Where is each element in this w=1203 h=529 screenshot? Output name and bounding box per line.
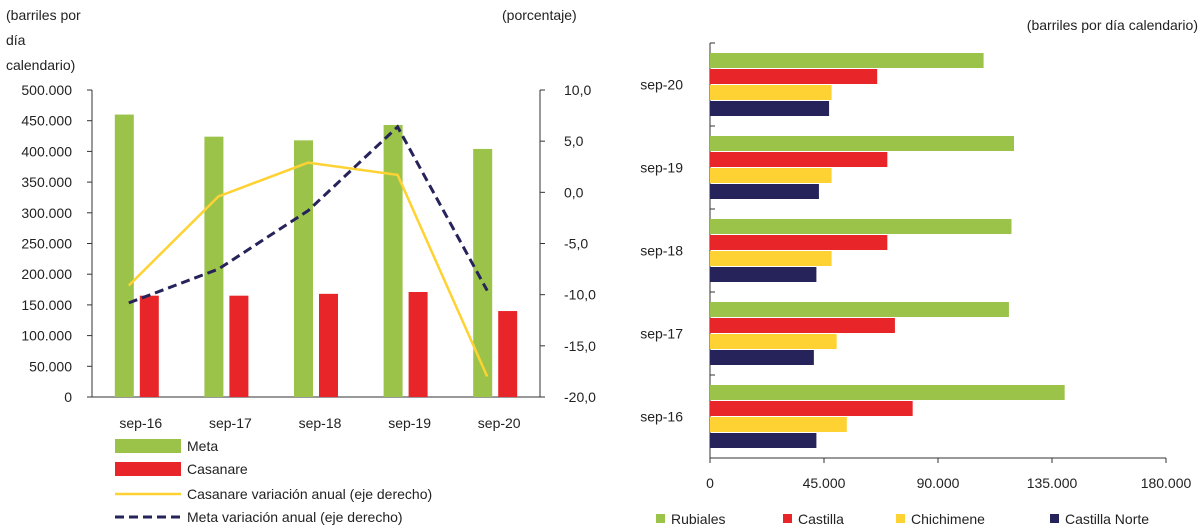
right-ylabel: (porcentaje): [502, 7, 577, 23]
hbar-castilla: [710, 69, 878, 84]
legend-label-2: Casanare: [187, 461, 248, 477]
legend-label-3: Casanare variación anual (eje derecho): [187, 486, 432, 502]
hbar-chichimene: [710, 417, 847, 432]
x-tick-label: sep-16: [119, 415, 162, 431]
left-y-tick-label: 0: [64, 389, 72, 405]
meta-variation-line: [128, 124, 489, 305]
hbar-chichimene: [710, 251, 832, 266]
left-y-tick-label: 50.000: [29, 358, 72, 374]
hbar-castilla: [710, 235, 888, 250]
hbar-castilla: [710, 318, 895, 333]
legend-swatch-2: [115, 462, 181, 476]
hbar-rubiales: [710, 136, 1014, 151]
right-y-tick-label: 5,0: [564, 133, 584, 149]
hbar-rubiales: [710, 53, 984, 68]
bar-casanare: [498, 311, 518, 397]
left-chart-legend: Meta Casanare Casanare variación anual (ej…: [115, 438, 432, 525]
right-chart-category-label: sep-19: [640, 160, 683, 176]
hbar-castilla-norte: [710, 350, 814, 365]
right-chart-x-tick-label: 180.000: [1141, 475, 1192, 491]
bar-casanare: [229, 295, 249, 397]
right-chart-category-label: sep-16: [640, 409, 683, 425]
right-legend-swatch-1: [656, 514, 665, 523]
left-y-tick-label: 450.000: [21, 113, 72, 129]
hbar-chichimene: [710, 334, 837, 349]
right-y-tick-label: 10,0: [564, 82, 591, 98]
left-y-tick-label: 200.000: [21, 266, 72, 282]
hbar-rubiales: [710, 219, 1012, 234]
right-chart: (barriles por día calendario) sep-20sep-…: [640, 17, 1198, 527]
left-chart-bars: [114, 114, 518, 398]
right-chart-unit-label: (barriles por día calendario): [1027, 17, 1198, 33]
hbar-castilla: [710, 401, 913, 416]
x-tick-label: sep-20: [478, 415, 521, 431]
right-legend-label-3: Chichimene: [911, 511, 985, 527]
left-y-tick-label: 250.000: [21, 236, 72, 252]
right-legend-swatch-4: [1050, 514, 1059, 523]
legend-swatch-1: [115, 439, 181, 453]
bar-meta: [473, 148, 493, 397]
bar-casanare: [408, 292, 428, 397]
right-legend-label-1: Rubiales: [671, 511, 725, 527]
left-y-tick-label: 350.000: [21, 174, 72, 190]
left-chart-lines: [127, 124, 489, 378]
right-y-tick-label: 0,0: [564, 184, 584, 200]
x-tick-label: sep-19: [388, 415, 431, 431]
x-tick-label: sep-17: [209, 415, 252, 431]
right-y-tick-label: -10,0: [564, 287, 596, 303]
hbar-rubiales: [710, 385, 1065, 400]
right-chart-legend: Rubiales Castilla Chichimene Castilla Norte: [656, 511, 1149, 527]
left-y-tick-label: 300.000: [21, 205, 72, 221]
legend-label-4: Meta variación anual (eje derecho): [187, 509, 403, 525]
casanare-variation-line: [127, 161, 489, 378]
x-tick-label: sep-18: [299, 415, 342, 431]
left-ylabel-line-3: calendario): [6, 57, 75, 73]
right-chart-x-tick-label: 135.000: [1027, 475, 1078, 491]
right-legend-swatch-3: [896, 514, 905, 523]
right-y-tick-label: -5,0: [564, 236, 588, 252]
hbar-castilla-norte: [710, 184, 819, 199]
hbar-castilla-norte: [710, 433, 817, 448]
right-chart-bars: [710, 53, 1065, 448]
right-chart-category-label: sep-18: [640, 243, 683, 259]
hbar-rubiales: [710, 302, 1009, 317]
right-chart-x-tick-label: 45.000: [803, 475, 846, 491]
bar-meta: [114, 114, 134, 397]
left-chart-axes: [91, 90, 541, 398]
right-chart-ticks: sep-20 sep-19 sep-18 sep-17 sep-16 0 45.000 90.…: [640, 42, 1192, 491]
right-chart-x-tick-label: 90.000: [917, 475, 960, 491]
left-ylabel-line-1: (barriles por: [6, 7, 81, 23]
right-legend-label-4: Castilla Norte: [1065, 511, 1149, 527]
hbar-chichimene: [710, 85, 832, 100]
legend-label-1: Meta: [187, 438, 218, 454]
right-y-tick-label: -20,0: [564, 389, 596, 405]
hbar-castilla: [710, 152, 888, 167]
bar-casanare: [139, 295, 159, 397]
bar-casanare: [319, 293, 338, 397]
right-chart-category-label: sep-17: [640, 326, 683, 342]
left-y-tick-label: 400.000: [21, 143, 72, 159]
right-chart-category-label: sep-20: [640, 77, 683, 93]
left-y-tick-label: 150.000: [21, 297, 72, 313]
left-y-tick-label: 500.000: [21, 82, 72, 98]
hbar-castilla-norte: [710, 101, 830, 116]
left-chart: (barriles por día calendario) (porcentaj…: [6, 7, 596, 525]
hbar-chichimene: [710, 168, 832, 183]
right-legend-label-2: Castilla: [798, 511, 844, 527]
bar-meta: [204, 136, 224, 397]
bar-meta: [383, 124, 403, 398]
left-y-tick-label: 100.000: [21, 328, 72, 344]
right-legend-swatch-2: [783, 514, 792, 523]
bar-meta: [294, 140, 313, 397]
right-chart-x-tick-label: 0: [706, 475, 714, 491]
left-ylabel-line-2: día: [6, 32, 26, 48]
left-chart-ticks: 0 50.000 100.000 150.000 200.000 250.000 300.0…: [21, 82, 596, 431]
hbar-castilla-norte: [710, 267, 817, 282]
right-y-tick-label: -15,0: [564, 338, 596, 354]
